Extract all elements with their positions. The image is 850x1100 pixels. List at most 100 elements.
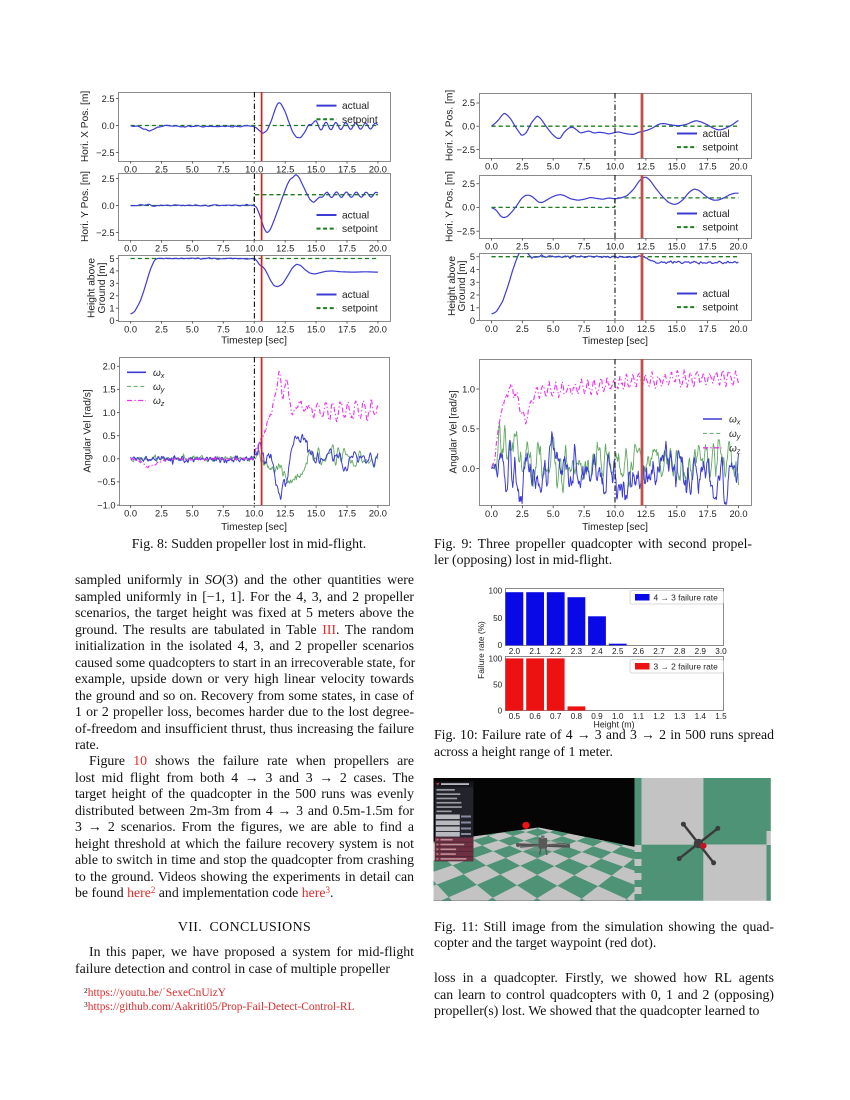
- svg-text:12.5: 12.5: [276, 243, 294, 253]
- svg-text:0: 0: [498, 641, 503, 650]
- svg-text:0.0: 0.0: [124, 164, 137, 174]
- svg-text:15.0: 15.0: [307, 243, 325, 253]
- svg-text:0.5: 0.5: [103, 431, 116, 441]
- svg-text:2.7: 2.7: [653, 647, 665, 656]
- svg-text:−2.5: −2.5: [96, 228, 114, 238]
- svg-text:15.0: 15.0: [307, 509, 325, 519]
- svg-text:−2.5: −2.5: [96, 148, 114, 158]
- svg-text:0.0: 0.0: [485, 241, 498, 251]
- svg-text:5.0: 5.0: [547, 509, 560, 519]
- svg-text:setpoint: setpoint: [703, 223, 739, 234]
- svg-text:4 → 3 failure rate: 4 → 3 failure rate: [654, 592, 719, 602]
- svg-text:100: 100: [489, 654, 503, 663]
- svg-text:2.5: 2.5: [462, 179, 475, 189]
- svg-text:3: 3: [470, 278, 475, 288]
- svg-text:12.5: 12.5: [276, 509, 294, 519]
- svg-text:Ground [m]: Ground [m]: [97, 262, 108, 313]
- svg-text:2.5: 2.5: [516, 509, 529, 519]
- svg-text:2.3: 2.3: [571, 647, 583, 656]
- svg-text:7.5: 7.5: [578, 161, 591, 171]
- svg-text:20.0: 20.0: [729, 509, 747, 519]
- svg-text:5.0: 5.0: [186, 324, 199, 334]
- svg-text:20.0: 20.0: [369, 509, 387, 519]
- svg-text:20.0: 20.0: [369, 324, 387, 334]
- svg-text:0: 0: [109, 316, 114, 326]
- svg-text:10.0: 10.0: [606, 509, 624, 519]
- svg-text:Hori. X Pos. [m]: Hori. X Pos. [m]: [80, 91, 91, 162]
- svg-text:ωy: ωy: [153, 382, 165, 394]
- svg-text:0.0: 0.0: [102, 121, 115, 131]
- svg-text:2.5: 2.5: [516, 241, 529, 251]
- svg-text:2.5: 2.5: [155, 164, 168, 174]
- svg-text:5.0: 5.0: [186, 509, 199, 519]
- svg-text:17.5: 17.5: [338, 164, 356, 174]
- svg-text:actual: actual: [342, 101, 369, 112]
- svg-text:2: 2: [109, 291, 114, 301]
- svg-text:0: 0: [498, 707, 503, 716]
- svg-text:12.5: 12.5: [276, 324, 294, 334]
- svg-text:4: 4: [470, 265, 475, 275]
- svg-text:ωx: ωx: [153, 368, 165, 380]
- svg-text:1.3: 1.3: [674, 712, 686, 721]
- svg-text:20.0: 20.0: [369, 164, 387, 174]
- svg-text:20.0: 20.0: [729, 161, 747, 171]
- svg-text:12.5: 12.5: [637, 509, 655, 519]
- svg-text:ωz: ωz: [153, 396, 165, 408]
- svg-text:10.0: 10.0: [606, 161, 624, 171]
- svg-text:setpoint: setpoint: [703, 143, 739, 154]
- svg-text:ωy: ωy: [729, 429, 741, 441]
- svg-text:15.0: 15.0: [668, 161, 686, 171]
- svg-text:0.0: 0.0: [124, 509, 137, 519]
- svg-text:1.0: 1.0: [462, 384, 475, 394]
- svg-text:Hori. Y Pos. [m]: Hori. Y Pos. [m]: [80, 171, 91, 242]
- svg-text:7.5: 7.5: [578, 324, 591, 334]
- svg-text:3 → 2 failure rate: 3 → 2 failure rate: [654, 661, 719, 671]
- svg-text:2.5: 2.5: [155, 243, 168, 253]
- svg-text:15.0: 15.0: [307, 324, 325, 334]
- svg-text:12.5: 12.5: [637, 241, 655, 251]
- svg-text:5: 5: [470, 252, 475, 262]
- svg-text:5.0: 5.0: [547, 161, 560, 171]
- svg-text:17.5: 17.5: [338, 509, 356, 519]
- svg-text:−1.0: −1.0: [97, 500, 115, 510]
- svg-text:0.0: 0.0: [102, 201, 115, 211]
- svg-text:15.0: 15.0: [668, 509, 686, 519]
- svg-text:Height above: Height above: [87, 258, 98, 318]
- svg-text:2.6: 2.6: [633, 647, 645, 656]
- svg-text:1.5: 1.5: [103, 385, 116, 395]
- svg-text:10.0: 10.0: [245, 509, 263, 519]
- svg-text:1.4: 1.4: [695, 712, 707, 721]
- svg-text:7.5: 7.5: [217, 509, 230, 519]
- svg-text:0.8: 0.8: [571, 712, 583, 721]
- svg-text:ωz: ωz: [729, 443, 741, 455]
- svg-text:15.0: 15.0: [668, 324, 686, 334]
- svg-text:setpoint: setpoint: [703, 303, 739, 314]
- svg-text:0: 0: [470, 316, 475, 326]
- svg-text:0.5: 0.5: [509, 712, 521, 721]
- svg-text:Timestep [sec]: Timestep [sec]: [582, 336, 648, 347]
- svg-text:10.0: 10.0: [245, 324, 263, 334]
- svg-text:1.0: 1.0: [103, 408, 116, 418]
- svg-text:17.5: 17.5: [699, 161, 717, 171]
- svg-text:0.0: 0.0: [462, 122, 475, 132]
- svg-text:actual: actual: [703, 209, 730, 220]
- svg-text:100: 100: [489, 587, 503, 596]
- svg-text:actual: actual: [703, 289, 730, 300]
- svg-text:Ground [m]: Ground [m]: [457, 260, 468, 311]
- svg-text:5: 5: [109, 254, 114, 264]
- svg-text:5.0: 5.0: [547, 324, 560, 334]
- svg-text:15.0: 15.0: [307, 164, 325, 174]
- svg-text:Hori. X Pos. [m]: Hori. X Pos. [m]: [445, 90, 456, 161]
- svg-text:1.0: 1.0: [612, 712, 624, 721]
- svg-text:2.5: 2.5: [516, 324, 529, 334]
- svg-text:2.5: 2.5: [516, 161, 529, 171]
- svg-text:0.9: 0.9: [591, 712, 603, 721]
- svg-text:0.0: 0.0: [124, 243, 137, 253]
- svg-text:Hori. Y Pos. [m]: Hori. Y Pos. [m]: [445, 171, 456, 242]
- svg-text:4: 4: [109, 266, 114, 276]
- svg-text:ωx: ωx: [729, 415, 741, 427]
- svg-text:setpoint: setpoint: [342, 304, 378, 315]
- svg-text:17.5: 17.5: [699, 509, 717, 519]
- svg-text:7.5: 7.5: [217, 164, 230, 174]
- svg-text:10.0: 10.0: [606, 324, 624, 334]
